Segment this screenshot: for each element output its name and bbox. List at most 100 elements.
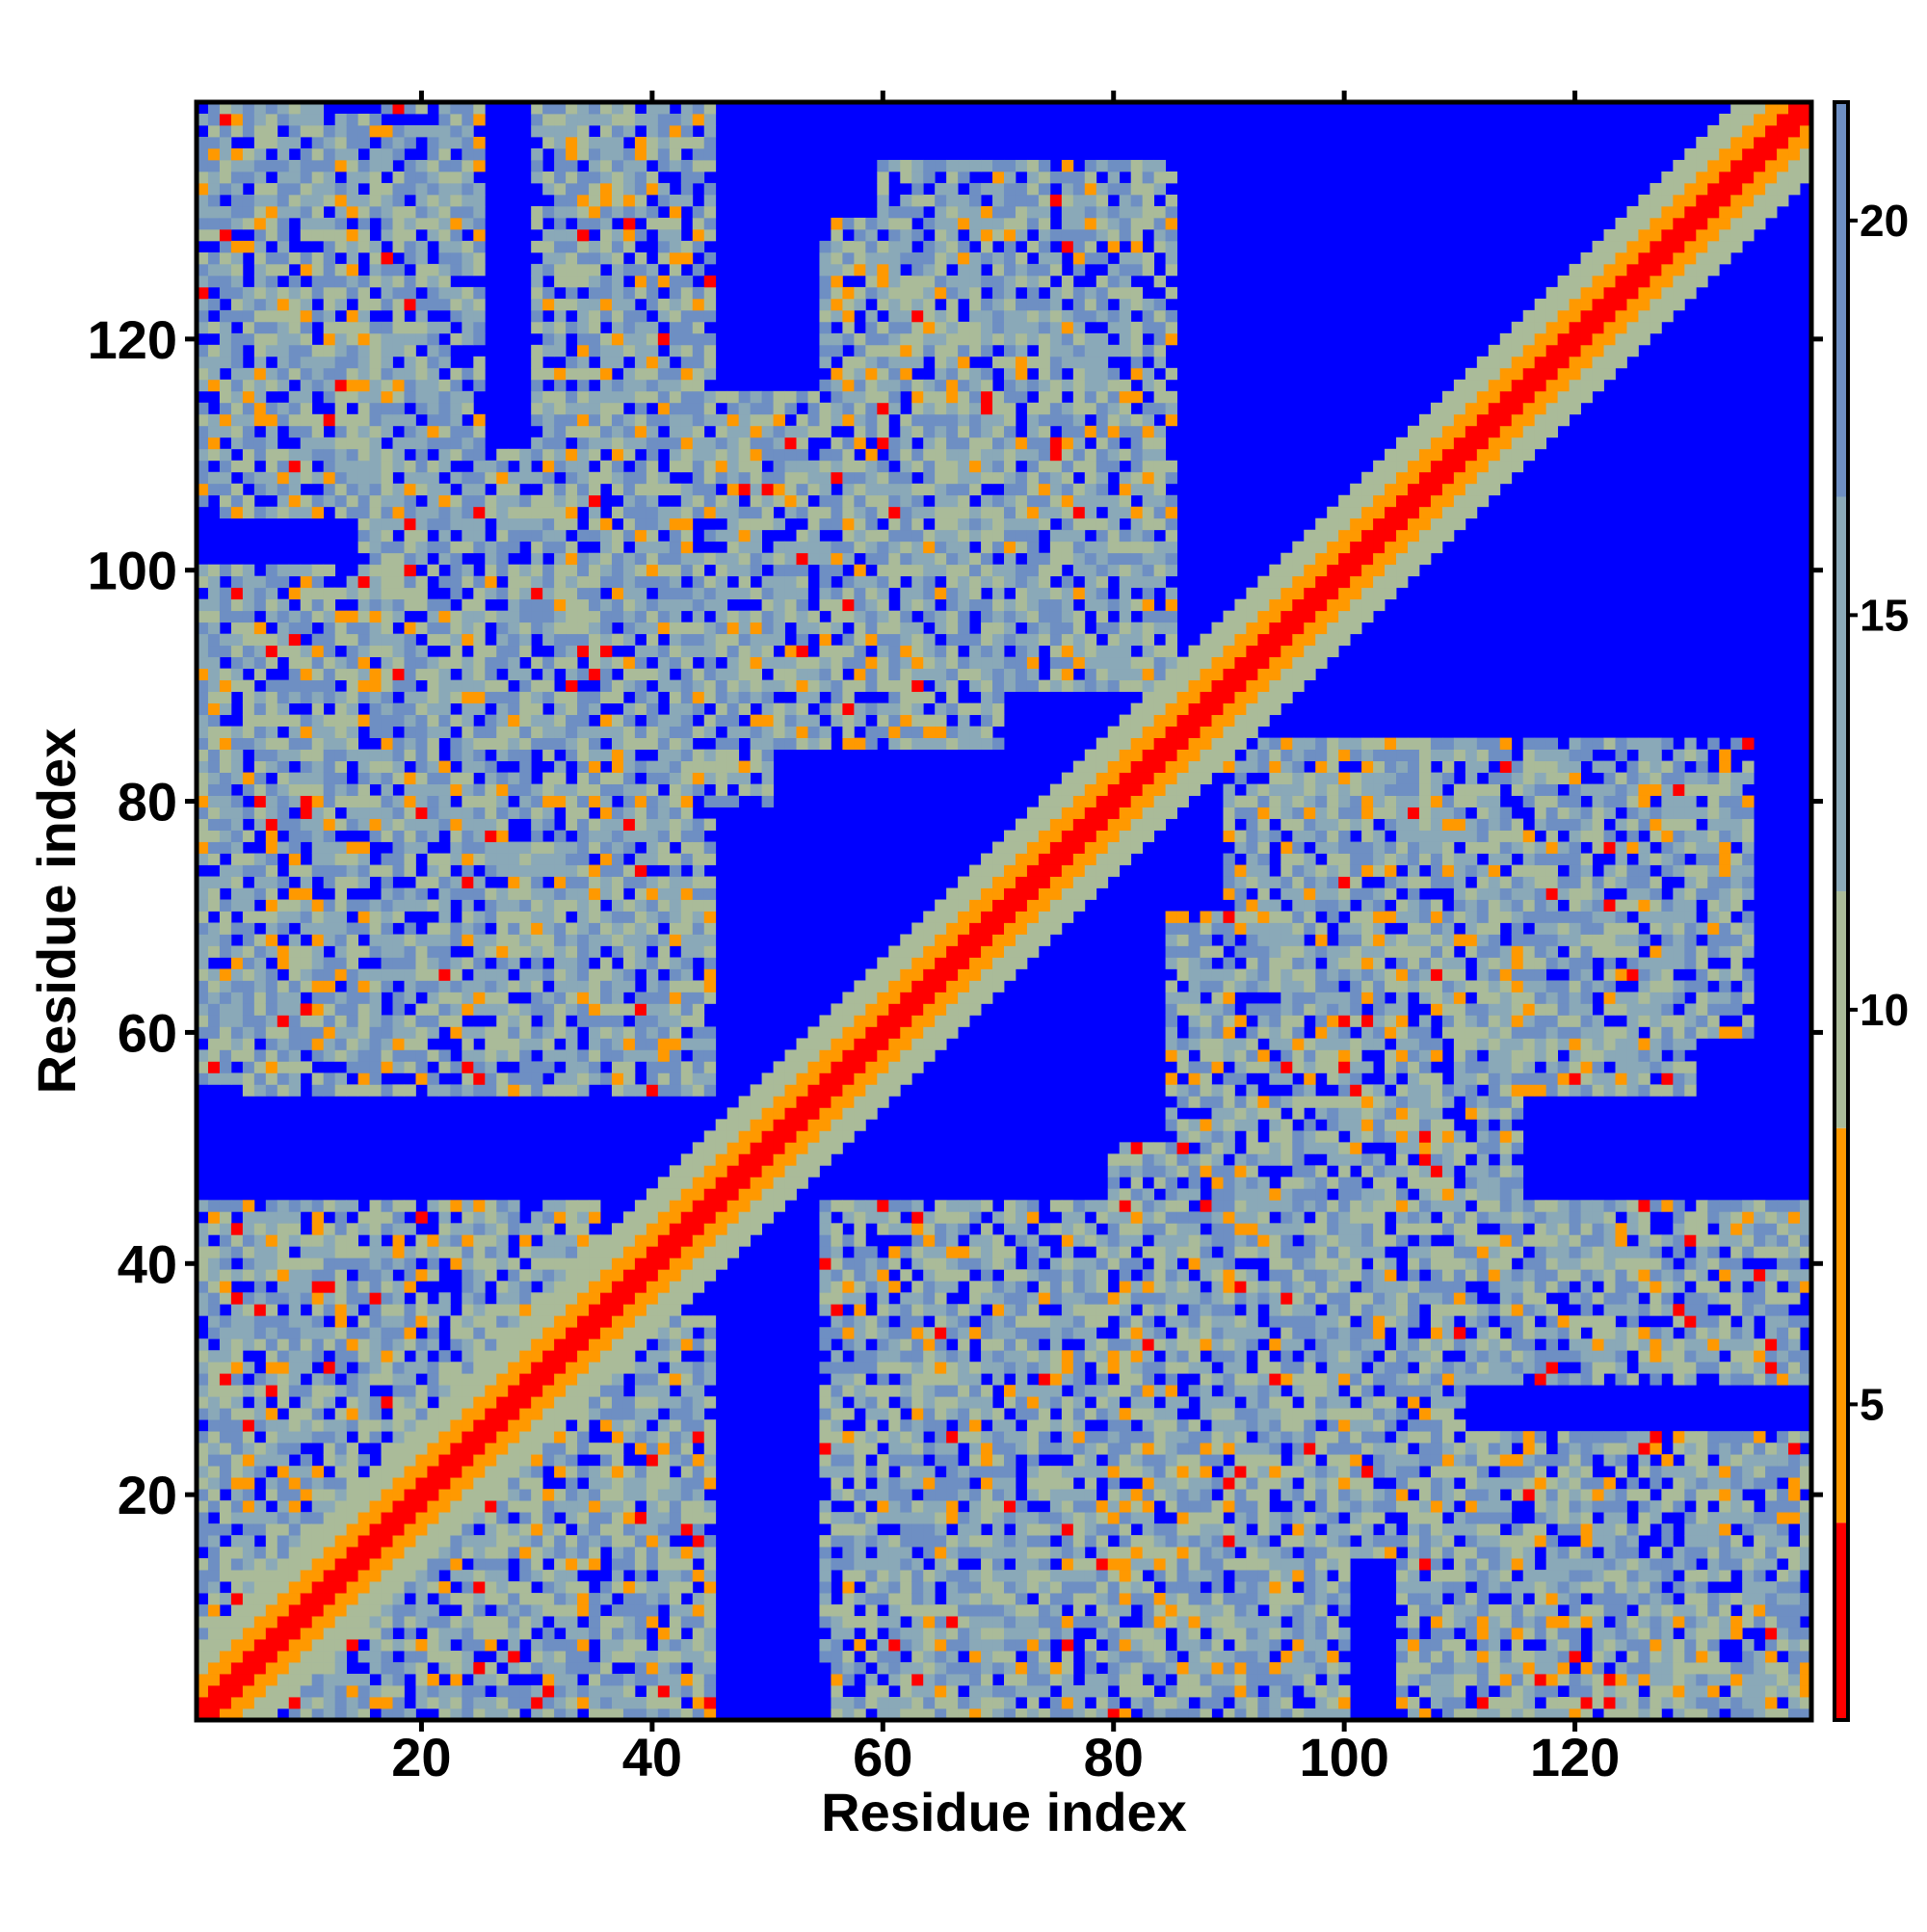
heatmap-cell <box>197 344 209 357</box>
heatmap-cell <box>726 1211 740 1224</box>
heatmap-cell <box>288 1200 302 1212</box>
heatmap-cell <box>265 1338 278 1351</box>
heatmap-cell <box>357 1385 370 1397</box>
heatmap-cell <box>346 1616 358 1628</box>
heatmap-cell <box>404 1628 416 1640</box>
heatmap-cell <box>427 1373 439 1386</box>
heatmap-cell <box>381 564 393 577</box>
heatmap-cell <box>404 1246 416 1258</box>
heatmap-cell <box>207 1442 221 1455</box>
heatmap-cell <box>334 1419 348 1432</box>
heatmap-cell <box>277 217 290 230</box>
heatmap-cell <box>589 1558 601 1571</box>
heatmap-cell <box>600 344 613 357</box>
heatmap-cell <box>381 1547 393 1559</box>
heatmap-cell <box>334 772 348 784</box>
heatmap-cell <box>230 113 244 126</box>
heatmap-cell <box>726 1165 740 1178</box>
heatmap-cell <box>357 1281 370 1293</box>
heatmap-cell <box>334 483 348 496</box>
heatmap-cell <box>219 1223 232 1235</box>
heatmap-cell <box>508 957 520 969</box>
heatmap-cell <box>242 321 255 334</box>
heatmap-cell <box>692 344 705 357</box>
heatmap-cell <box>450 1223 462 1235</box>
heatmap-cell <box>277 922 290 935</box>
heatmap-cell <box>288 864 302 877</box>
heatmap-cell <box>462 1084 474 1097</box>
heatmap-cell <box>646 1304 659 1316</box>
heatmap-cell <box>311 749 325 761</box>
heatmap-cell <box>542 1350 555 1363</box>
heatmap-cell <box>657 1662 671 1675</box>
heatmap-cell <box>566 1003 578 1016</box>
heatmap-cell <box>369 1234 382 1247</box>
heatmap-cell <box>311 853 325 865</box>
heatmap-cell <box>300 1419 313 1432</box>
heatmap-cell <box>715 1142 728 1154</box>
heatmap-cell <box>508 668 520 681</box>
heatmap-cell <box>473 1350 486 1363</box>
heatmap-cell <box>277 702 290 716</box>
heatmap-cell <box>219 124 232 138</box>
heatmap-cell <box>404 645 416 658</box>
heatmap-cell <box>692 1269 705 1282</box>
heatmap-cell <box>485 691 497 704</box>
heatmap-cell <box>334 1049 348 1062</box>
heatmap-cell <box>265 1419 278 1432</box>
heatmap-cell <box>692 772 705 784</box>
heatmap-cell <box>566 1674 578 1686</box>
heatmap-cell <box>334 1466 348 1478</box>
heatmap-cell <box>311 1234 325 1247</box>
heatmap-cell <box>230 1315 244 1328</box>
heatmap-cell <box>634 205 647 219</box>
heatmap-cell <box>542 795 555 807</box>
heatmap-cell <box>577 1628 590 1640</box>
heatmap-cell <box>323 749 336 761</box>
heatmap-cell <box>219 1651 232 1663</box>
heatmap-cell <box>622 702 636 716</box>
heatmap-cell <box>715 702 728 716</box>
heatmap-cell <box>253 356 267 369</box>
heatmap-cell <box>230 263 244 277</box>
heatmap-cell <box>207 1003 221 1016</box>
heatmap-cell <box>622 448 636 462</box>
heatmap-cell <box>346 1003 358 1016</box>
heatmap-cell <box>577 853 590 865</box>
heatmap-cell <box>369 899 382 912</box>
heatmap-cell <box>473 1662 486 1675</box>
heatmap-cell <box>703 818 717 831</box>
heatmap-cell <box>404 887 416 900</box>
heatmap-cell <box>657 1257 671 1270</box>
heatmap-cell <box>230 1026 244 1039</box>
heatmap-cell <box>703 911 717 923</box>
heatmap-cell <box>438 171 451 184</box>
heatmap-cell <box>703 552 717 566</box>
heatmap-cell <box>311 379 325 392</box>
heatmap-cell <box>334 147 348 161</box>
heatmap-cell <box>531 552 543 566</box>
heatmap-cell <box>381 633 393 647</box>
heatmap-cell <box>197 1292 209 1305</box>
heatmap-cell <box>427 263 439 277</box>
heatmap-cell <box>531 911 543 923</box>
heatmap-cell <box>496 1477 509 1490</box>
heatmap-cell <box>334 922 348 935</box>
heatmap-cell <box>288 749 302 761</box>
heatmap-cell <box>311 1015 325 1027</box>
heatmap-cell <box>427 1651 439 1663</box>
heatmap-cell <box>554 575 567 589</box>
heatmap-cell <box>657 1593 671 1605</box>
heatmap-cell <box>242 1477 255 1490</box>
heatmap-cell <box>334 1708 348 1721</box>
heatmap-cell <box>207 945 221 958</box>
heatmap-cell <box>566 587 578 600</box>
heatmap-cell <box>438 610 451 623</box>
heatmap-cell <box>346 205 358 219</box>
heatmap-cell <box>381 1570 393 1582</box>
heatmap-cell <box>485 1674 497 1686</box>
heatmap-cell <box>634 1593 647 1605</box>
heatmap-cell <box>692 1616 705 1628</box>
heatmap-cell <box>692 992 705 1004</box>
heatmap-cell <box>427 1639 439 1652</box>
